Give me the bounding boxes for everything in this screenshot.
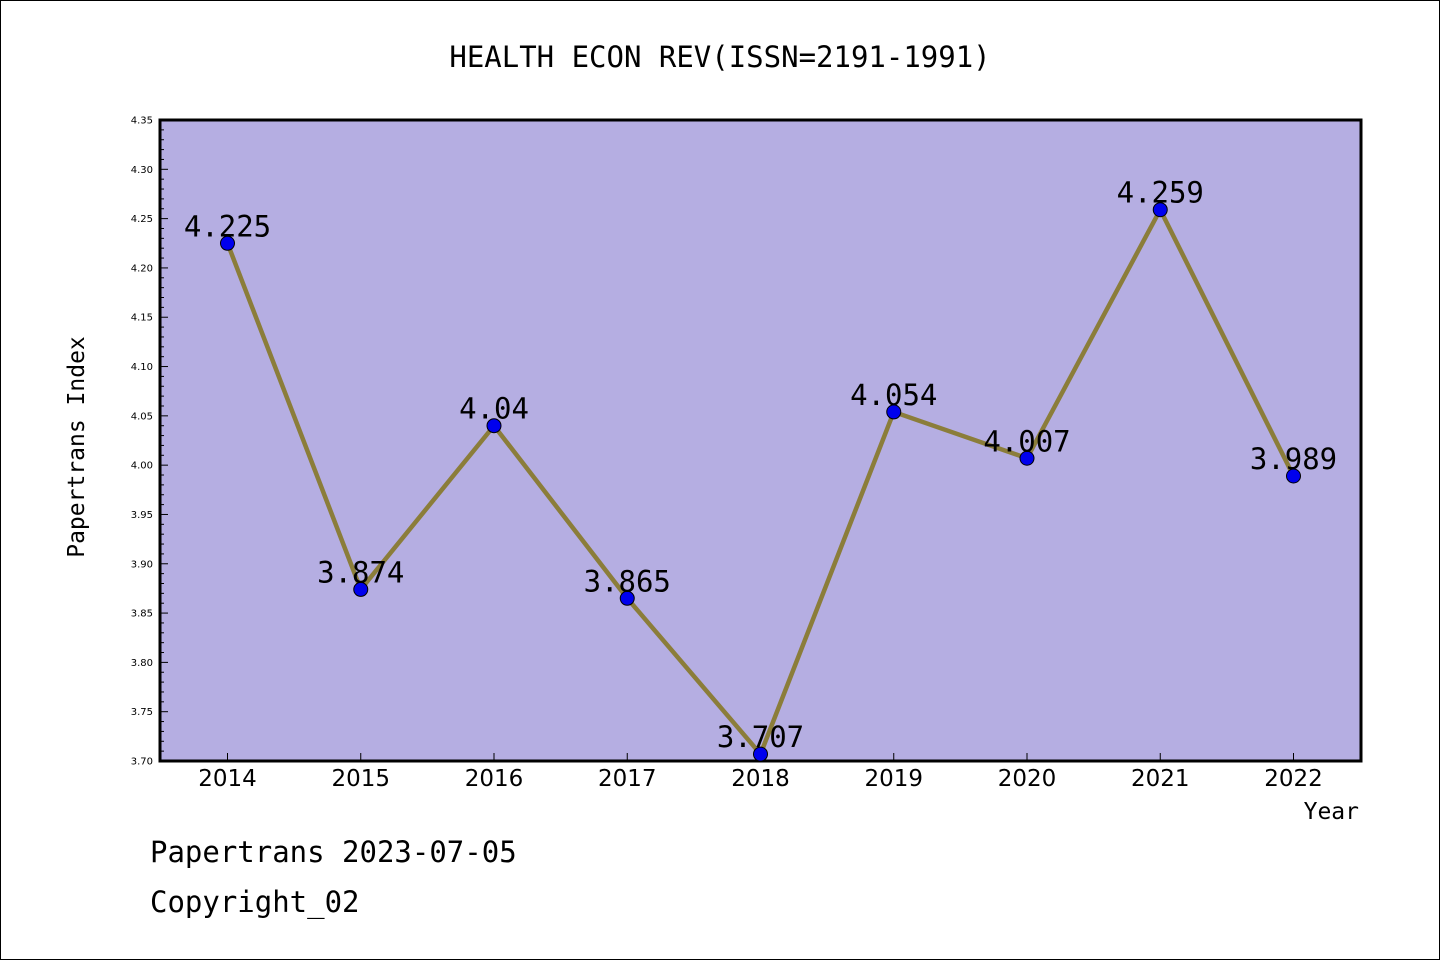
y-tick-label: 3.70 bbox=[131, 757, 153, 768]
series-layer: 4.225 3.874 4.04 3.865 3.707 4.054 4.007 4.259 3… bbox=[184, 176, 1337, 762]
data-point bbox=[619, 590, 635, 606]
x-axis-label: Year bbox=[1304, 799, 1359, 825]
data-point bbox=[1152, 202, 1168, 218]
data-point bbox=[486, 418, 502, 434]
data-label: 3.989 bbox=[1250, 442, 1337, 476]
y-tick-label: 4.10 bbox=[131, 362, 153, 373]
y-tick-label: 3.95 bbox=[131, 510, 153, 521]
x-tick-label: 2021 bbox=[1131, 766, 1190, 792]
data-point bbox=[1286, 468, 1301, 484]
y-tick-label: 3.85 bbox=[131, 609, 153, 620]
footer-date: Papertrans 2023-07-05 bbox=[150, 835, 517, 869]
data-point bbox=[353, 581, 369, 597]
data-point bbox=[1019, 450, 1035, 466]
data-label: 3.865 bbox=[584, 564, 671, 598]
x-tick-label: 2017 bbox=[598, 766, 657, 792]
chart-title: HEALTH ECON REV(ISSN=2191-1991) bbox=[449, 40, 990, 74]
x-tick-label: 2015 bbox=[331, 766, 390, 792]
y-tick-label: 3.75 bbox=[131, 707, 153, 718]
data-label: 4.259 bbox=[1117, 176, 1204, 210]
data-point bbox=[886, 404, 902, 420]
data-label: 4.007 bbox=[983, 424, 1070, 458]
y-tick-label: 4.15 bbox=[131, 313, 153, 324]
x-tick-label: 2019 bbox=[864, 766, 923, 792]
data-point bbox=[220, 235, 235, 251]
x-tick-label: 2014 bbox=[198, 766, 257, 792]
y-axis-ticks: 3.70 3.75 3.80 3.85 3.90 3.95 4.00 4.05 4.10 4.15… bbox=[131, 116, 168, 768]
y-tick-label: 4.35 bbox=[131, 116, 153, 127]
data-point bbox=[753, 746, 768, 762]
plot-area bbox=[158, 118, 1363, 763]
y-tick-label: 4.25 bbox=[131, 214, 153, 225]
x-tick-label: 2018 bbox=[731, 766, 790, 792]
y-tick-label: 4.05 bbox=[131, 411, 153, 422]
y-tick-label: 3.90 bbox=[131, 559, 153, 570]
x-tick-label: 2022 bbox=[1264, 766, 1323, 792]
y-tick-label: 3.80 bbox=[131, 658, 153, 669]
data-label: 4.04 bbox=[459, 392, 529, 426]
data-label: 4.225 bbox=[184, 209, 271, 243]
data-label: 3.874 bbox=[317, 555, 404, 589]
x-axis-ticks: 2014 2015 2016 2017 2018 2019 2020 2021 2022 bbox=[198, 753, 1323, 792]
y-tick-label: 4.30 bbox=[131, 165, 153, 176]
data-label: 4.054 bbox=[850, 378, 937, 412]
footer-copyright: Copyright_02 bbox=[150, 885, 360, 919]
y-axis-label: Papertrans Index bbox=[64, 336, 90, 558]
y-tick-label: 4.00 bbox=[131, 461, 153, 472]
data-label: 3.707 bbox=[717, 720, 804, 754]
y-tick-label: 4.20 bbox=[131, 263, 153, 274]
x-tick-label: 2020 bbox=[998, 766, 1057, 792]
x-tick-label: 2016 bbox=[465, 766, 524, 792]
